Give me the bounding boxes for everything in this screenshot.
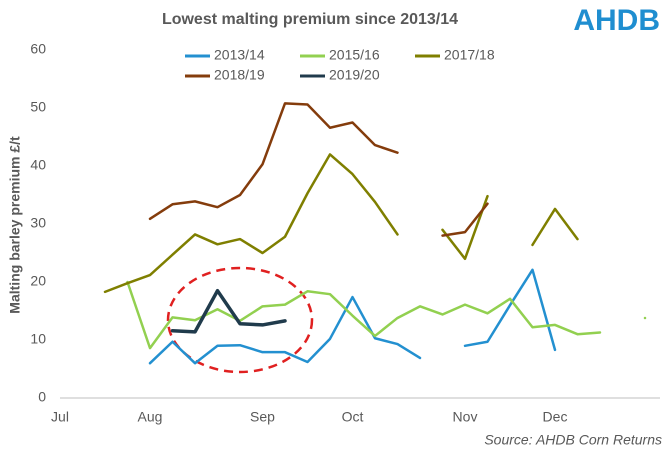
logo: AHDB: [573, 4, 660, 37]
source-note: Source: AHDB Corn Returns: [484, 432, 662, 448]
y-axis-label: Malting barley premium £/t: [7, 136, 23, 314]
y-tick-label: 30: [30, 215, 46, 231]
legend-label: 2017/18: [444, 47, 495, 63]
y-tick-label: 40: [30, 157, 46, 173]
legend-label: 2018/19: [214, 67, 265, 83]
y-tick-label: 60: [30, 41, 46, 57]
series-line: [148, 102, 489, 237]
series-line: [170, 288, 287, 334]
legend-label: 2013/14: [214, 47, 265, 63]
x-tick-label: Dec: [543, 409, 568, 425]
y-tick-label: 0: [38, 389, 46, 405]
legend-label: 2015/16: [329, 47, 380, 63]
highlight-ellipse: [166, 266, 314, 374]
chart-title: Lowest malting premium since 2013/14: [162, 11, 458, 28]
x-tick-label: Aug: [138, 409, 163, 425]
x-tick-label: Oct: [342, 409, 364, 425]
legend-label: 2019/20: [329, 67, 380, 83]
y-tick-label: 50: [30, 99, 46, 115]
series-line: [148, 268, 557, 365]
y-tick-label: 20: [30, 273, 46, 289]
y-tick-label: 10: [30, 331, 46, 347]
x-tick-label: Jul: [51, 409, 69, 425]
series-line: [103, 153, 579, 294]
x-tick-label: Nov: [453, 409, 478, 425]
x-tick-label: Sep: [250, 409, 275, 425]
